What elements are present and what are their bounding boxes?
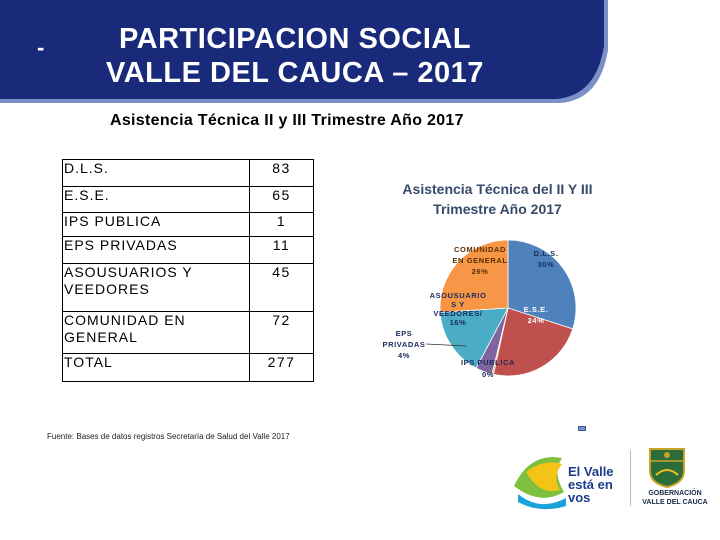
chart-title: Asistencia Técnica del II Y III Trimestr…	[390, 179, 605, 219]
pie-label: ASOUSUARIO	[430, 291, 487, 300]
table-row: D.L.S. 83	[62, 159, 314, 187]
pie-label: EPS	[396, 329, 413, 338]
pie-label: IPS PUBLICA	[461, 358, 515, 367]
row-value: 11	[249, 236, 314, 264]
pie-label: PRIVADAS	[383, 340, 426, 349]
pie-slice-comunidad-en-general	[439, 239, 509, 313]
pie-label: 4%	[398, 351, 410, 360]
pie-slice-asousuarios-y-veedores	[439, 307, 509, 369]
row-value: 277	[249, 353, 314, 382]
pie-label: 24%	[528, 316, 545, 325]
row-label: E.S.E.	[62, 186, 250, 213]
logo-line: El Valle	[568, 464, 614, 479]
source-note: Fuente: Bases de datos registros Secreta…	[47, 432, 290, 441]
table-row: COMUNIDAD EN GENERAL 72	[62, 311, 314, 354]
pie-label: E.S.E.	[524, 305, 549, 314]
row-value: 45	[249, 263, 314, 312]
row-label: ASOUSUARIOS Y VEEDORES	[62, 263, 250, 312]
pie-label: 16%	[450, 318, 467, 327]
table-row: IPS PUBLICA 1	[62, 212, 314, 237]
chart-title-line-1: Asistencia Técnica del II Y III	[402, 181, 593, 197]
pie-label: COMUNIDAD	[454, 245, 506, 254]
table-row: ASOUSUARIOS Y VEEDORES 45	[62, 263, 314, 312]
logo-line: está en	[568, 477, 613, 492]
row-label: D.L.S.	[62, 159, 250, 187]
pie-label: 26%	[472, 267, 489, 276]
gobernacion-seal-icon	[649, 448, 685, 489]
title-line-2: VALLE DEL CAUCA – 2017	[106, 57, 484, 89]
row-label: EPS PRIVADAS	[62, 236, 250, 264]
chart-title-line-2: Trimestre Año 2017	[433, 201, 562, 217]
row-label: TOTAL	[62, 353, 250, 382]
page-title: PARTICIPACION SOCIAL VALLE DEL CAUCA – 2…	[70, 22, 520, 90]
table-row-total: TOTAL 277	[62, 353, 314, 382]
pie-label: 0%	[482, 370, 494, 379]
pie-label: S Y	[451, 300, 465, 309]
row-value: 83	[249, 159, 314, 187]
row-value: 72	[249, 311, 314, 354]
row-value: 1	[249, 212, 314, 237]
page-subtitle: Asistencia Técnica II y III Trimestre Añ…	[110, 112, 464, 129]
table-row: E.S.E. 65	[62, 186, 314, 213]
pie-slice-d-l-s	[507, 239, 577, 330]
pie-label: 30%	[538, 260, 555, 269]
pie-label: VEEDORES/	[433, 309, 482, 318]
gob-line: GOBERNACIÓN	[648, 490, 702, 497]
pie-chart: D.L.S. 30% E.S.E. 24% IPS PUBLICA 0% EPS PRIVAD…	[383, 239, 577, 379]
el-valle-logo-text: El Valle está en vos	[568, 465, 614, 504]
pie-label: EN GENERAL	[452, 256, 507, 265]
banner-shape	[0, 0, 608, 103]
title-line-1: PARTICIPACION SOCIAL	[118, 23, 472, 55]
legend-marker	[578, 426, 586, 431]
logo-divider	[630, 450, 631, 506]
gobernacion-label: GOBERNACIÓN VALLE DEL CAUCA	[634, 489, 716, 507]
row-label: COMUNIDAD EN GENERAL	[62, 311, 250, 354]
gob-line: VALLE DEL CAUCA	[642, 499, 708, 506]
pie-label: D.L.S.	[534, 249, 559, 258]
header-banner	[0, 0, 608, 107]
table-row: EPS PRIVADAS 11	[62, 236, 314, 264]
row-label: IPS PUBLICA	[62, 212, 250, 237]
header-dash: -	[37, 35, 45, 60]
logo-line: vos	[568, 490, 591, 505]
row-value: 65	[249, 186, 314, 213]
data-table: D.L.S. 83 E.S.E. 65 IPS PUBLICA 1 EPS PR…	[62, 159, 314, 382]
leader-line	[425, 343, 467, 347]
pie-slice-e-s-e	[492, 307, 574, 377]
el-valle-logo-icon	[514, 457, 566, 510]
